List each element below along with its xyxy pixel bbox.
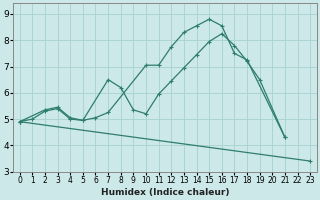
X-axis label: Humidex (Indice chaleur): Humidex (Indice chaleur) (101, 188, 229, 197)
